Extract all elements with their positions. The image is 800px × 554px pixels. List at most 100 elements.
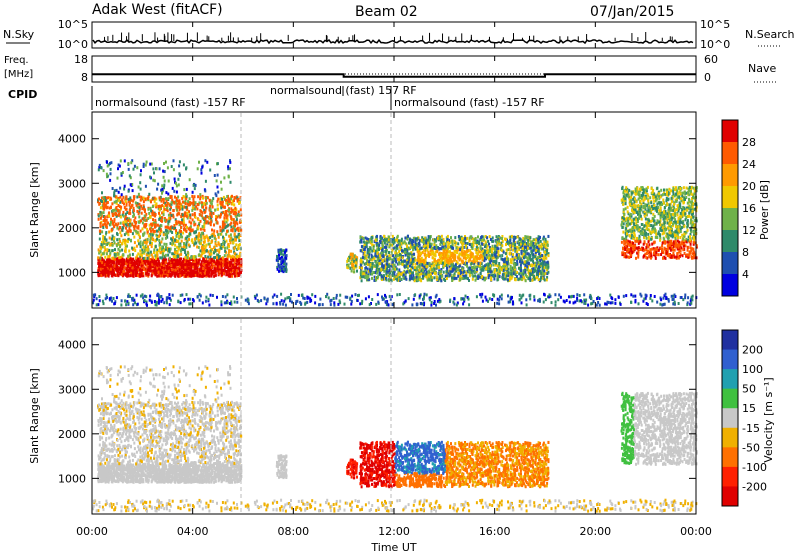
power-cell [178, 221, 181, 225]
power-cell [104, 203, 107, 207]
power-cell [152, 231, 155, 235]
power-cell [396, 244, 398, 248]
power-cell [102, 200, 105, 203]
power-cell [376, 271, 379, 275]
power-cell [134, 224, 137, 228]
power-cell [160, 250, 163, 254]
power-cell [227, 223, 230, 227]
power-cell [229, 260, 232, 264]
power-cell [360, 268, 363, 272]
power-cell [144, 184, 147, 188]
power-cell [123, 266, 126, 270]
power-cell [146, 256, 149, 260]
power-cell [538, 272, 541, 276]
power-cell [236, 196, 239, 200]
power-cell [119, 159, 122, 163]
power-cell [176, 202, 179, 206]
power-cell [109, 251, 112, 255]
power-cell [220, 243, 223, 246]
power-cell [105, 218, 108, 222]
power-cell [136, 195, 139, 199]
power-cell [393, 256, 396, 260]
power-cell [115, 244, 118, 248]
power-cell [192, 256, 195, 260]
power-cell [193, 270, 196, 274]
power-cell [515, 263, 518, 266]
power-cell [194, 201, 197, 205]
power-cell [183, 205, 186, 209]
power-cell [223, 213, 226, 217]
power-cell [97, 274, 100, 278]
power-cell [196, 274, 199, 278]
power-cell [193, 267, 196, 271]
power-cell [180, 249, 183, 253]
power-cell [158, 198, 161, 202]
power-cell [147, 258, 150, 262]
power-cell [234, 258, 237, 262]
power-cell [218, 243, 221, 247]
power-cell [210, 263, 213, 267]
power-cell [205, 274, 208, 278]
power-cell [213, 246, 216, 250]
cpid-segment-2: normalsound (fast) 157 RF [270, 84, 417, 97]
power-cell [193, 187, 196, 191]
power-cell [521, 244, 524, 248]
power-cell [156, 257, 159, 261]
power-cell [132, 262, 135, 265]
power-cell [386, 265, 389, 268]
power-cell [155, 256, 157, 260]
power-cell [466, 256, 469, 259]
power-cell [539, 270, 542, 273]
power-cell [383, 257, 386, 261]
power-cell [108, 230, 111, 234]
power-cell [234, 224, 236, 227]
power-cell [201, 194, 204, 198]
power-cell [122, 210, 125, 214]
power-cell [181, 264, 184, 267]
power-cell [157, 182, 160, 186]
power-cell [167, 231, 170, 235]
power-cell [354, 255, 357, 259]
power-cell [130, 198, 133, 202]
nsky-tick-top-right: 10^5 [700, 18, 730, 31]
power-cell [159, 233, 162, 237]
power-cell [383, 259, 386, 263]
power-cell [117, 247, 120, 251]
power-cell [219, 197, 222, 201]
power-cell [223, 243, 226, 247]
power-cell [110, 259, 113, 263]
power-cell [198, 212, 201, 216]
power-cell [158, 227, 161, 230]
power-cell [525, 255, 528, 259]
power-cell [142, 265, 145, 269]
power-cell [158, 238, 161, 242]
power-cell [219, 215, 222, 219]
power-cell [105, 242, 108, 246]
power-cell [215, 261, 218, 265]
power-cell [188, 178, 191, 182]
power-cell [187, 227, 190, 231]
power-cell [124, 238, 127, 242]
power-cell [167, 270, 170, 274]
power-cell [493, 270, 496, 274]
power-cell [210, 265, 213, 269]
power-cell [172, 159, 175, 163]
power-cell [501, 240, 504, 243]
power-cell [449, 274, 452, 278]
power-cell [229, 268, 232, 272]
power-cell [539, 252, 542, 255]
power-cell [122, 220, 125, 224]
power-cell [353, 254, 356, 258]
power-cell [127, 274, 130, 278]
power-cell [169, 241, 172, 245]
power-cell [151, 271, 154, 275]
power-cell [182, 163, 185, 167]
power-cell [162, 213, 165, 217]
power-cell [138, 215, 141, 219]
power-cell [206, 215, 209, 219]
power-cell [415, 268, 418, 272]
power-cell [139, 253, 142, 257]
power-cell [120, 234, 123, 238]
power-cell [166, 269, 169, 273]
power-cell [97, 168, 100, 172]
